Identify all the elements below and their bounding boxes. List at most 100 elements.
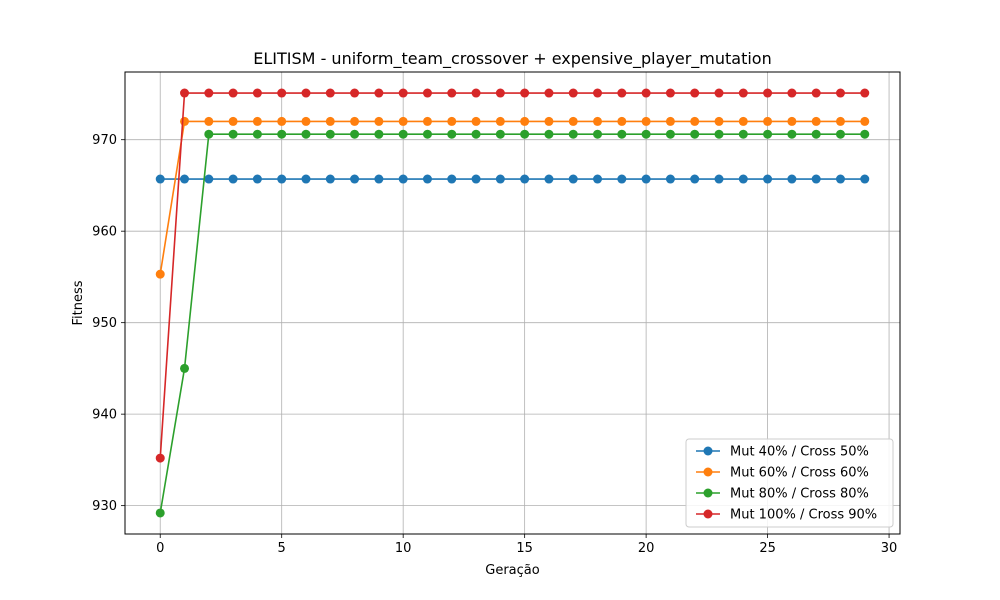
data-point <box>204 174 214 184</box>
data-point <box>471 174 481 184</box>
y-tick-label: 970 <box>92 133 117 148</box>
data-point <box>228 116 238 126</box>
data-point <box>690 174 700 184</box>
data-point <box>495 129 505 139</box>
data-point <box>398 116 408 126</box>
data-point <box>277 88 287 98</box>
legend-marker <box>703 488 713 498</box>
data-point <box>447 88 457 98</box>
data-point <box>520 129 530 139</box>
data-point <box>787 116 797 126</box>
data-point <box>617 88 627 98</box>
data-point <box>277 129 287 139</box>
data-point <box>738 174 748 184</box>
data-point <box>763 88 773 98</box>
data-point <box>860 88 870 98</box>
legend-marker <box>703 509 713 519</box>
data-point <box>520 88 530 98</box>
x-tick-label: 20 <box>638 541 655 556</box>
data-point <box>301 129 311 139</box>
data-point <box>374 116 384 126</box>
data-point <box>495 88 505 98</box>
data-point <box>641 116 651 126</box>
data-point <box>398 174 408 184</box>
data-point <box>641 88 651 98</box>
y-tick-label: 940 <box>92 408 117 423</box>
data-point <box>544 174 554 184</box>
data-point <box>301 116 311 126</box>
data-point <box>593 129 603 139</box>
data-point <box>155 508 165 518</box>
data-point <box>252 88 262 98</box>
data-point <box>763 129 773 139</box>
data-point <box>398 88 408 98</box>
x-tick-label: 15 <box>516 541 533 556</box>
axis-ticks: 0 5 10 15 20 25 30 930 940 950 960 970 <box>92 133 897 556</box>
data-point <box>787 129 797 139</box>
data-point <box>374 129 384 139</box>
y-tick-label: 960 <box>92 225 117 240</box>
data-point <box>568 129 578 139</box>
data-point <box>325 88 335 98</box>
data-point <box>835 129 845 139</box>
data-point <box>447 116 457 126</box>
data-point <box>155 269 165 279</box>
legend-label: Mut 80% / Cross 80% <box>730 487 869 502</box>
data-point <box>665 116 675 126</box>
data-point <box>544 88 554 98</box>
data-point <box>860 116 870 126</box>
data-point <box>860 174 870 184</box>
data-point <box>665 129 675 139</box>
data-point <box>714 116 724 126</box>
data-point <box>811 129 821 139</box>
data-point <box>495 116 505 126</box>
x-tick-label: 10 <box>395 541 412 556</box>
data-point <box>835 116 845 126</box>
data-point <box>155 453 165 463</box>
data-point <box>252 129 262 139</box>
data-point <box>787 88 797 98</box>
data-point <box>495 174 505 184</box>
data-point <box>690 129 700 139</box>
data-point <box>350 116 360 126</box>
data-point <box>665 88 675 98</box>
data-point <box>617 129 627 139</box>
data-point <box>714 129 724 139</box>
data-point <box>422 174 432 184</box>
legend-item: Mut 60% / Cross 60% <box>696 466 869 481</box>
data-point <box>811 88 821 98</box>
data-point <box>738 116 748 126</box>
data-point <box>325 116 335 126</box>
data-point <box>422 116 432 126</box>
data-point <box>714 88 724 98</box>
data-point <box>471 129 481 139</box>
grid <box>125 72 900 534</box>
data-point <box>520 116 530 126</box>
x-axis-label: Geração <box>485 563 539 578</box>
legend-item: Mut 80% / Cross 80% <box>696 487 869 502</box>
data-point <box>350 174 360 184</box>
data-point <box>811 116 821 126</box>
data-point <box>180 116 190 126</box>
data-point <box>811 174 821 184</box>
series-group <box>155 88 870 518</box>
data-point <box>690 116 700 126</box>
data-point <box>277 116 287 126</box>
data-point <box>593 116 603 126</box>
series-1 <box>155 174 870 184</box>
data-point <box>422 129 432 139</box>
data-point <box>471 88 481 98</box>
legend-item: Mut 100% / Cross 90% <box>696 508 877 523</box>
data-point <box>180 88 190 98</box>
data-point <box>641 174 651 184</box>
legend: Mut 40% / Cross 50% Mut 60% / Cross 60% Mu… <box>685 438 894 528</box>
legend-label: Mut 40% / Cross 50% <box>730 445 869 460</box>
data-point <box>374 88 384 98</box>
data-point <box>422 88 432 98</box>
data-point <box>690 88 700 98</box>
series-line <box>159 92 865 459</box>
data-point <box>350 88 360 98</box>
data-point <box>252 174 262 184</box>
data-point <box>277 174 287 184</box>
